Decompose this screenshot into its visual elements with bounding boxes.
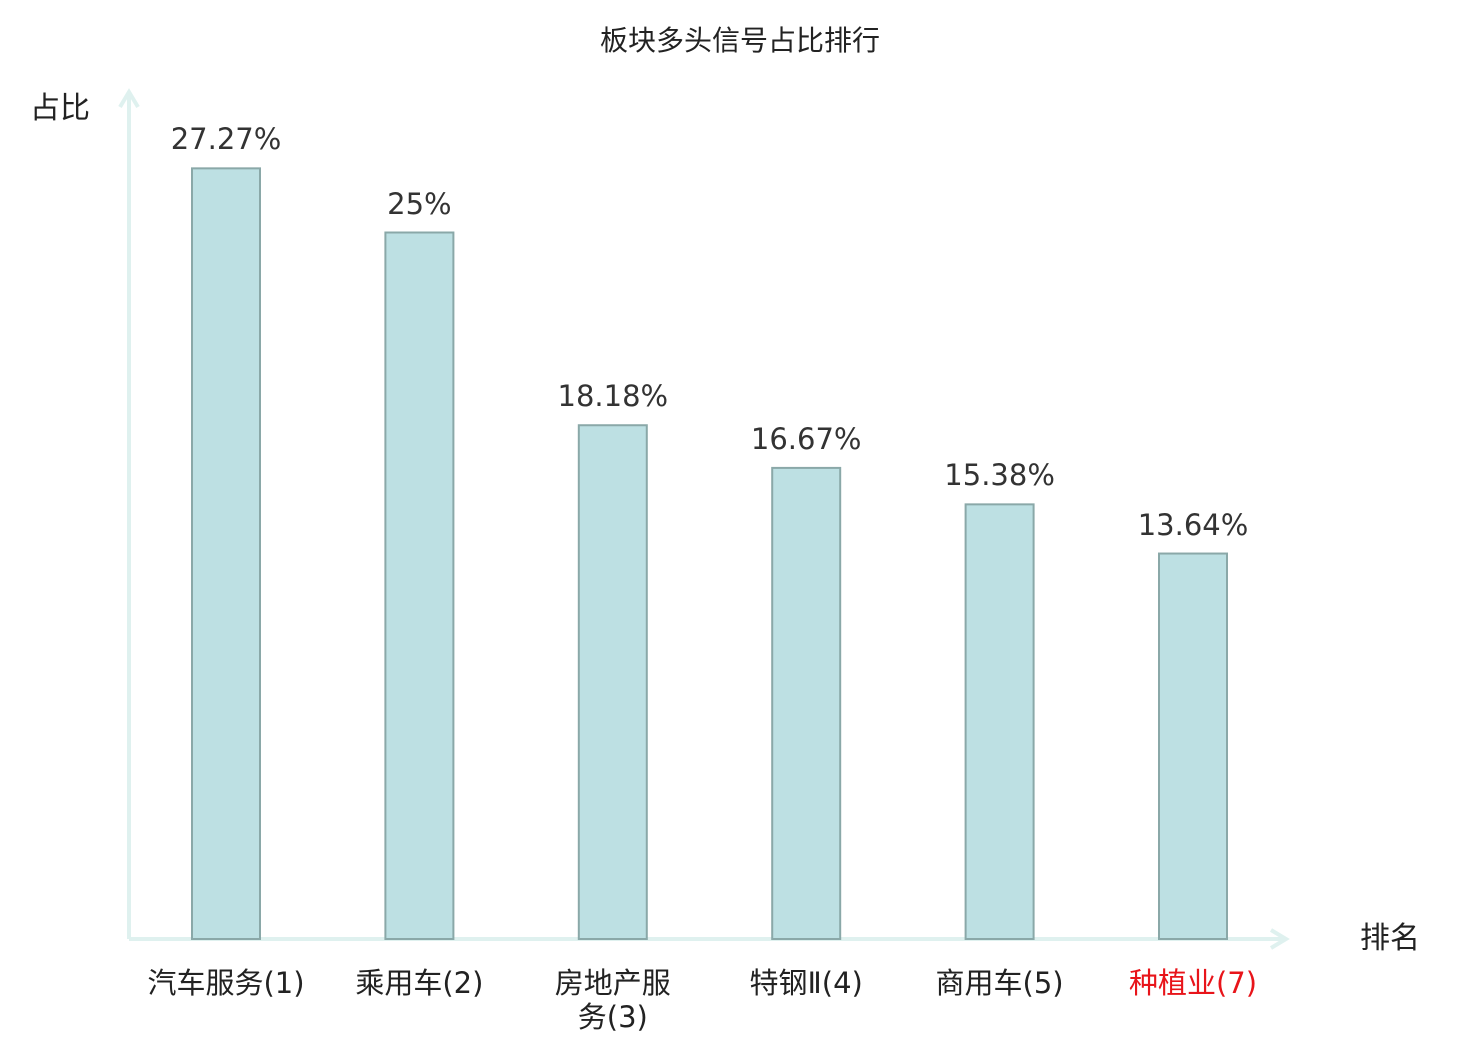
data-label: 15.38% bbox=[944, 458, 1055, 493]
bar bbox=[964, 503, 1035, 940]
data-label: 18.18% bbox=[557, 379, 669, 414]
y-axis-arrow-icon bbox=[118, 88, 140, 109]
data-label: 25% bbox=[387, 186, 452, 221]
x-tick-label: 乘用车(2) bbox=[355, 966, 484, 1000]
x-tick-label: 特钢Ⅱ(4) bbox=[749, 966, 863, 1000]
chart-title: 板块多头信号占比排行 bbox=[599, 24, 880, 57]
data-label: 16.67% bbox=[750, 421, 862, 456]
x-tick-label: 房地产服 务(3) bbox=[554, 966, 671, 1034]
x-tick-label: 商用车(5) bbox=[935, 966, 1064, 1000]
bar bbox=[577, 424, 648, 940]
x-axis-arrow-icon bbox=[1269, 928, 1290, 950]
bar bbox=[1158, 552, 1228, 941]
bar bbox=[771, 466, 842, 940]
bar bbox=[191, 167, 261, 940]
bar bbox=[384, 231, 455, 940]
data-label: 13.64% bbox=[1137, 507, 1249, 542]
x-axis-label: 排名 bbox=[1360, 921, 1420, 956]
x-tick-label: 种植业(7) bbox=[1128, 966, 1258, 1000]
x-tick-label: 汽车服务(1) bbox=[147, 966, 305, 1000]
data-label: 27.27% bbox=[170, 122, 282, 157]
y-axis-label: 占比 bbox=[30, 91, 90, 126]
